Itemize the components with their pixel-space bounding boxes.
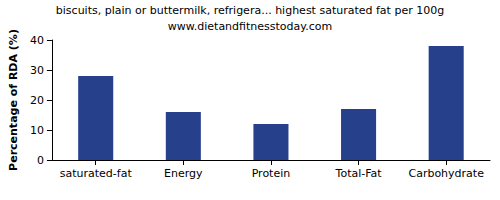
svg-text:30: 30: [30, 64, 44, 77]
svg-text:Percentage of RDA (%): Percentage of RDA (%): [7, 29, 20, 171]
svg-text:Protein: Protein: [252, 167, 291, 180]
svg-text:10: 10: [30, 124, 44, 137]
svg-text:www.dietandfitnesstoday.com: www.dietandfitnesstoday.com: [168, 20, 332, 33]
svg-text:0: 0: [37, 154, 44, 167]
svg-text:Carbohydrate: Carbohydrate: [408, 167, 484, 180]
svg-text:Energy: Energy: [164, 167, 203, 180]
svg-text:biscuits, plain or buttermilk,: biscuits, plain or buttermilk, refrigera…: [56, 4, 444, 17]
svg-text:20: 20: [30, 94, 44, 107]
svg-text:Total-Fat: Total-Fat: [335, 167, 383, 180]
svg-text:saturated-fat: saturated-fat: [60, 167, 133, 180]
svg-text:40: 40: [30, 34, 44, 47]
